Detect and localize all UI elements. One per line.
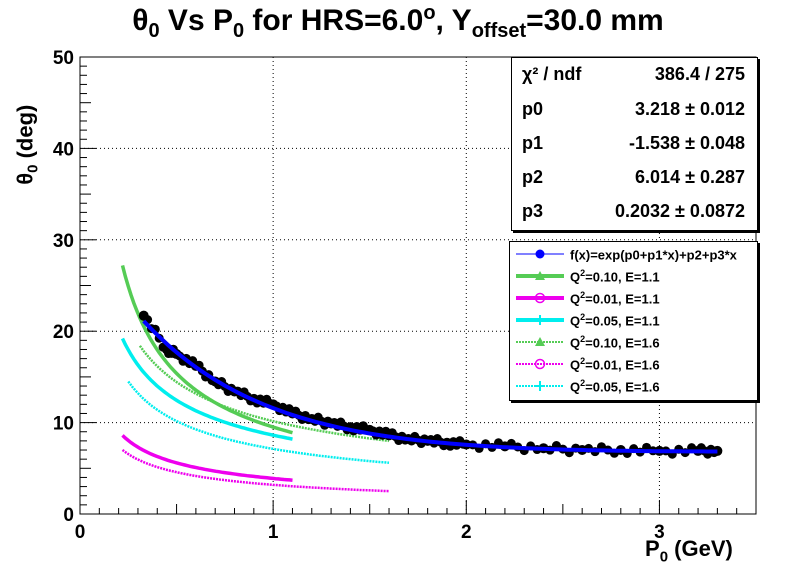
legend-item-q001-e11: Q2=0.01, E=1.1 xyxy=(510,287,757,309)
legend-swatch-q005-e16 xyxy=(516,381,564,391)
fit-stats-box: χ² / ndf 386.4 / 275 p0 3.218 ± 0.012 p1 -1… xyxy=(511,57,758,231)
legend-swatch-q001-e11 xyxy=(516,292,564,304)
stat-row-chi2: χ² / ndf 386.4 / 275 xyxy=(522,64,745,84)
y-tick-label-0: 0 xyxy=(63,505,74,526)
chart-title: θ0 Vs P0 for HRS=6.0o, Yoffset=30.0 mm xyxy=(132,2,664,42)
stat-row-p1: p1 -1.538 ± 0.048 xyxy=(522,133,745,153)
legend-marker-6 xyxy=(535,381,545,391)
legend-item-q010-e16: Q2=0.10, E=1.6 xyxy=(510,331,757,353)
axis-ticks xyxy=(79,56,757,515)
legend-item-q010-e11: Q2=0.10, E=1.1 xyxy=(510,265,757,287)
legend-swatch-q010-e11 xyxy=(516,271,564,280)
legend-swatch-q001-e16 xyxy=(516,358,564,370)
legend-marker-5 xyxy=(534,358,546,370)
fit-line xyxy=(142,319,718,454)
series-curve-1 xyxy=(120,264,293,435)
legend-marker-4 xyxy=(535,337,545,346)
legend: f(x)=exp(p0+p1*x)+p2+p3*x Q2=0.10, E=1.1… xyxy=(509,241,758,401)
fit-curve xyxy=(142,319,718,454)
legend-marker-0 xyxy=(535,249,545,259)
series-curve-3 xyxy=(120,337,293,441)
legend-item-fit: f(x)=exp(p0+p1*x)+p2+p3*x xyxy=(510,243,757,265)
x-tick-label-3: 3 xyxy=(654,522,665,543)
x-tick-label-2: 2 xyxy=(461,522,472,543)
y-tick-label-5: 50 xyxy=(53,48,74,69)
stat-row-p3: p3 0.2032 ± 0.0872 xyxy=(522,201,745,221)
legend-item-q001-e16: Q2=0.01, E=1.6 xyxy=(510,353,757,375)
legend-marker-3 xyxy=(535,315,545,325)
y-tick-label-4: 40 xyxy=(53,139,74,160)
x-tick-label-1: 1 xyxy=(268,522,279,543)
legend-marker-1 xyxy=(535,271,545,280)
y-axis-label: θ0 (deg) xyxy=(12,104,42,185)
stat-row-p2: p2 6.014 ± 0.287 xyxy=(522,167,745,187)
legend-swatch-q005-e11 xyxy=(516,315,564,325)
stat-row-p0: p0 3.218 ± 0.012 xyxy=(522,99,745,119)
series-curve-6 xyxy=(127,380,390,465)
legend-marker-2 xyxy=(534,292,546,304)
x-tick-label-0: 0 xyxy=(75,522,86,543)
series-curves xyxy=(120,264,390,493)
y-tick-label-3: 30 xyxy=(53,231,74,252)
series-curve-5 xyxy=(121,448,390,493)
x-axis-label: P0 (GeV) xyxy=(645,536,733,566)
legend-swatch-q010-e16 xyxy=(516,337,564,346)
y-tick-label-2: 20 xyxy=(53,322,74,343)
legend-item-q005-e11: Q2=0.05, E=1.1 xyxy=(510,309,757,331)
series-curve-4 xyxy=(138,345,390,443)
legend-item-q005-e16: Q2=0.05, E=1.6 xyxy=(510,375,757,397)
y-tick-label-1: 10 xyxy=(53,414,74,435)
series-curve-2 xyxy=(121,434,293,482)
legend-swatch-fit xyxy=(516,249,564,259)
